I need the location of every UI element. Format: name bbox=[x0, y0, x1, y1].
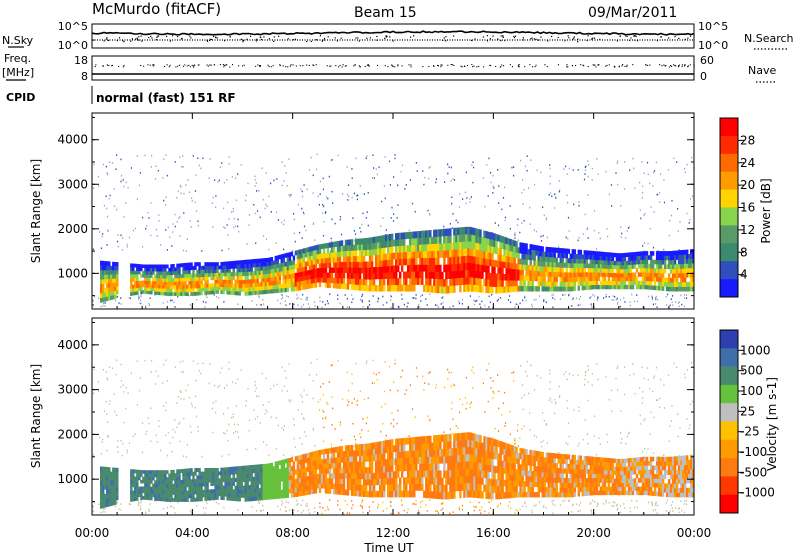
y-tick-label: 2000 bbox=[57, 222, 88, 236]
nsky-tick-top-left: 10^5 bbox=[58, 20, 88, 33]
power-ylabel: Slant Range [km] bbox=[29, 159, 43, 263]
power-colorbar-tick: 12 bbox=[740, 223, 755, 237]
velocity-panel: 1000 2000 3000 4000 bbox=[57, 317, 695, 516]
nsky-tick-top-right: 10^5 bbox=[698, 20, 728, 33]
velocity-colorbar-tick: 500 bbox=[740, 364, 763, 378]
x-axis-label: Time UT bbox=[363, 541, 414, 554]
nave-tick-bottom: 0 bbox=[700, 70, 707, 83]
y-tick-label: 1000 bbox=[57, 266, 88, 280]
x-axis: 00:00 04:00 08:00 12:00 16:00 20:00 00:00 bbox=[75, 113, 712, 540]
nsky-tick-bottom-left: 10^0 bbox=[58, 39, 88, 52]
velocity-colorbar-tick: -1000 bbox=[740, 486, 775, 500]
y-tick-label: 4000 bbox=[57, 133, 88, 147]
y-tick-label: 2000 bbox=[57, 427, 88, 441]
power-colorbar-tick: 20 bbox=[740, 178, 755, 192]
x-tick-label: 00:00 bbox=[677, 526, 712, 540]
power-colorbar-label: Power [dB] bbox=[759, 178, 773, 243]
power-colorbar-tick: 8 bbox=[740, 245, 748, 259]
nave-tick-top: 60 bbox=[700, 54, 714, 67]
x-tick-label: 16:00 bbox=[476, 526, 511, 540]
nsky-label: N.Sky bbox=[2, 34, 34, 47]
velocity-colorbar-tick: 100 bbox=[740, 384, 763, 398]
x-tick-label: 20:00 bbox=[576, 526, 611, 540]
power-colorbar-tick: 4 bbox=[740, 268, 748, 282]
y-tick-label: 1000 bbox=[57, 472, 88, 486]
power-colorbar-tick: 28 bbox=[740, 133, 755, 147]
power-panel: 1000 2000 3000 4000 bbox=[57, 112, 695, 310]
freq-label-1: Freq. bbox=[4, 52, 31, 65]
power-colorbar-tick: 24 bbox=[740, 156, 755, 170]
station-title: McMurdo (fitACF) bbox=[92, 0, 221, 18]
velocity-colorbar: 1000 500 100 25 -25 -100 -500 -1000 bbox=[719, 329, 775, 514]
velocity-colorbar-tick: -25 bbox=[740, 425, 760, 439]
velocity-ylabel: Slant Range [km] bbox=[29, 364, 43, 468]
power-colorbar: 4 8 12 16 20 24 28 bbox=[719, 117, 755, 298]
power-colorbar-tick: 16 bbox=[740, 201, 755, 215]
freq-tick-bottom: 8 bbox=[81, 70, 88, 83]
y-tick-label: 3000 bbox=[57, 383, 88, 397]
y-tick-label: 3000 bbox=[57, 177, 88, 191]
freq-tick-top: 18 bbox=[74, 54, 88, 67]
cpid-value: normal (fast) 151 RF bbox=[96, 91, 236, 105]
y-tick-label: 4000 bbox=[57, 338, 88, 352]
nave-label: Nave bbox=[748, 64, 776, 77]
nsky-tick-bottom-right: 10^0 bbox=[698, 39, 728, 52]
velocity-colorbar-tick: 25 bbox=[740, 404, 755, 418]
velocity-colorbar-tick: -500 bbox=[740, 465, 767, 479]
nsky-panel bbox=[91, 23, 695, 49]
velocity-colorbar-label: Velocity [m s-1] bbox=[765, 377, 779, 471]
freq-panel bbox=[91, 55, 695, 81]
x-tick-label: 12:00 bbox=[376, 526, 411, 540]
velocity-colorbar-tick: -100 bbox=[740, 445, 767, 459]
date-title: 09/Mar/2011 bbox=[588, 5, 677, 21]
x-tick-label: 08:00 bbox=[275, 526, 310, 540]
freq-label-2: [MHz] bbox=[2, 66, 34, 79]
cpid-label: CPID bbox=[6, 91, 35, 104]
x-tick-label: 00:00 bbox=[75, 526, 110, 540]
velocity-colorbar-tick: 1000 bbox=[740, 343, 771, 357]
nsearch-label: N.Search bbox=[744, 32, 794, 45]
beam-title: Beam 15 bbox=[354, 5, 417, 21]
x-tick-label: 04:00 bbox=[175, 526, 210, 540]
